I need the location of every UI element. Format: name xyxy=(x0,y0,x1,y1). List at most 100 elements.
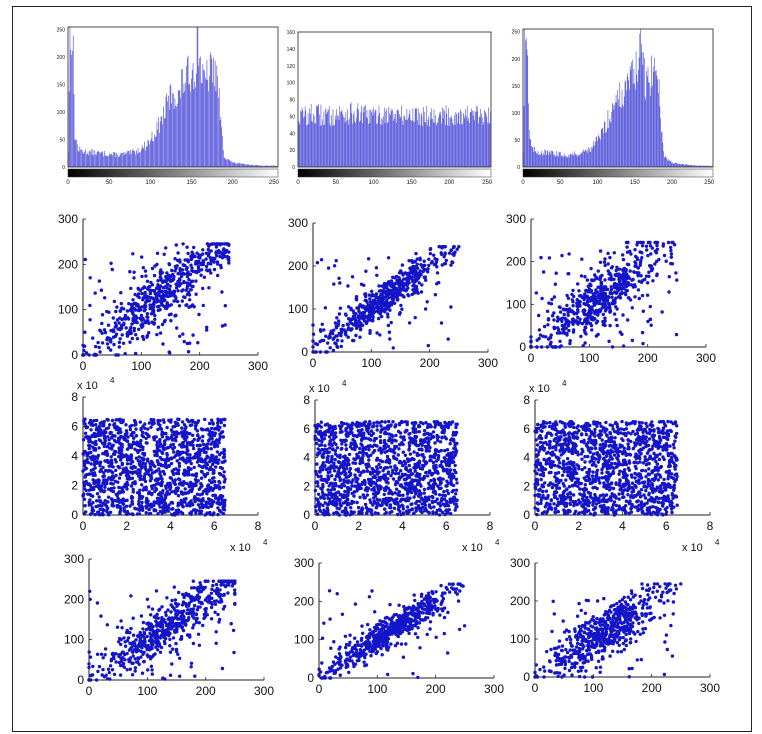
x-tick-label: 2 xyxy=(123,519,130,533)
scatter-point xyxy=(161,418,166,422)
scatter-point xyxy=(397,312,402,316)
scatter-point xyxy=(615,323,619,328)
figure-frame: 0 50 100 150 200 250 0 50 100 150 200 250 0 50 100 150 2… xyxy=(12,6,752,732)
histogram-bar xyxy=(138,153,140,167)
histogram-bar xyxy=(374,112,375,167)
scatter-point xyxy=(641,278,645,282)
scatter-point xyxy=(94,442,98,447)
histogram-bar xyxy=(638,69,639,167)
histogram-bar xyxy=(136,150,137,167)
y-tick-label: 200 xyxy=(57,55,66,61)
histogram-bar xyxy=(677,163,678,167)
scatter-point xyxy=(400,263,405,267)
scatter-point xyxy=(210,462,215,467)
scatter-point xyxy=(431,430,436,434)
scatter-point xyxy=(200,492,205,496)
histogram-bar xyxy=(632,83,634,167)
scatter-point xyxy=(171,471,175,475)
histogram-bar xyxy=(368,109,370,167)
histogram-bar xyxy=(268,165,269,167)
histogram-bar xyxy=(194,81,195,167)
histogram-bar xyxy=(324,124,325,167)
histogram-bar xyxy=(331,125,333,167)
scatter-point xyxy=(110,482,114,486)
histogram-bar xyxy=(620,107,622,167)
histogram-bar xyxy=(366,110,368,167)
histogram-bar xyxy=(452,123,454,167)
histogram-bar xyxy=(379,113,381,167)
scatter-point xyxy=(143,269,148,273)
histogram-bar xyxy=(98,150,99,167)
scatter-point xyxy=(399,469,403,473)
scatter-point xyxy=(120,333,124,337)
scatter-point xyxy=(89,428,93,432)
scatter-point xyxy=(148,284,152,289)
scatter-point xyxy=(371,319,375,323)
scatter-point xyxy=(176,471,180,475)
x-tick-label: 100 xyxy=(145,180,156,186)
scatter-point xyxy=(201,259,205,263)
scatter-point xyxy=(137,295,141,300)
scatter-point xyxy=(184,425,188,429)
scatter-point xyxy=(200,427,204,432)
axes-box xyxy=(297,31,492,168)
scatter-point xyxy=(633,248,637,252)
scatter-point xyxy=(375,424,379,428)
histogram-bar xyxy=(259,165,261,167)
histogram-bar xyxy=(638,57,640,167)
histogram-bar xyxy=(83,153,85,167)
scatter-point xyxy=(352,457,356,461)
scatter-point xyxy=(95,492,100,496)
scatter-point xyxy=(141,266,145,270)
scatter-point xyxy=(112,486,116,490)
histogram-bar xyxy=(546,155,547,167)
histogram-bar xyxy=(88,155,90,167)
scatter-point xyxy=(216,512,220,517)
histogram-bar xyxy=(174,98,176,167)
histogram-bar xyxy=(694,165,696,167)
histogram-bar xyxy=(612,104,614,167)
scatter-point xyxy=(589,323,594,328)
scatter-point xyxy=(111,452,116,456)
histogram-bar xyxy=(476,111,478,167)
scatter-point xyxy=(358,446,362,451)
x-tick-label: 0 xyxy=(521,180,525,186)
scatter-point xyxy=(407,321,412,325)
histogram-bar xyxy=(328,106,330,167)
scatter-point xyxy=(437,280,441,285)
histogram-bar xyxy=(666,160,668,167)
scatter-point xyxy=(167,492,171,496)
scatter-point xyxy=(583,325,587,329)
scatter-point xyxy=(124,423,128,427)
scatter-point xyxy=(641,240,645,245)
scatter-point xyxy=(84,466,89,471)
scatter-point xyxy=(624,283,629,287)
scatter-point xyxy=(153,317,157,321)
histogram-bar xyxy=(472,115,474,167)
histogram-bar xyxy=(666,157,667,167)
scatter-point xyxy=(145,312,150,316)
histogram-bar xyxy=(377,116,379,167)
histogram-bar xyxy=(462,123,463,167)
histogram-bar xyxy=(586,151,587,167)
histogram-bar xyxy=(473,110,475,167)
scatter-point xyxy=(171,507,175,511)
x-tick-label: 200 xyxy=(190,359,210,373)
scatter-point xyxy=(626,262,631,267)
histogram-bar xyxy=(567,157,569,167)
scatter-point xyxy=(615,307,619,311)
scatter-point xyxy=(102,419,106,424)
scatter-point xyxy=(180,426,184,430)
scatter-point xyxy=(602,260,607,264)
histogram-bar xyxy=(159,133,160,167)
histogram-bar xyxy=(417,120,418,167)
scatter-point xyxy=(108,442,112,446)
scatter-point xyxy=(350,321,354,326)
scatter-point xyxy=(118,337,122,341)
histogram-bar xyxy=(224,158,226,167)
histogram-bar xyxy=(188,84,190,167)
x-tick-label: 4 xyxy=(167,519,174,533)
histogram-bar xyxy=(575,153,577,167)
histogram-bar xyxy=(685,164,687,167)
